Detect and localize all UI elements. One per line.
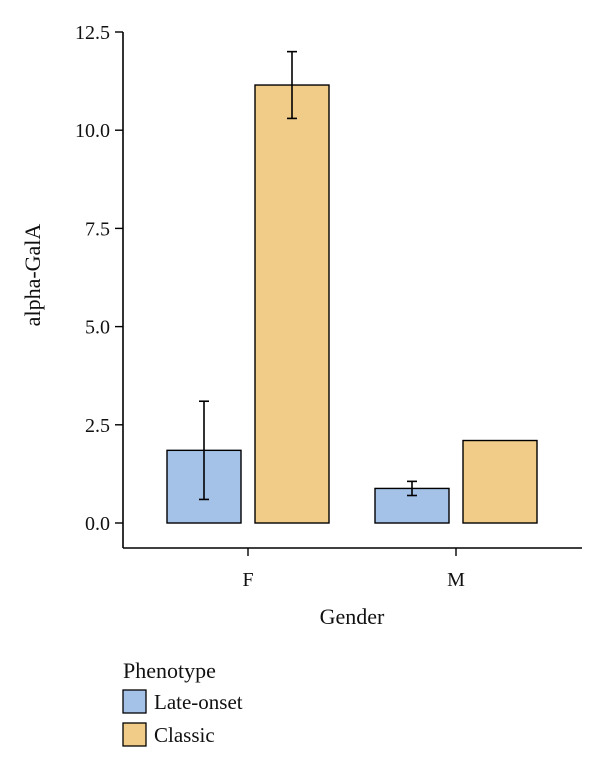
legend-title: Phenotype bbox=[123, 658, 216, 683]
y-tick-label: 0.0 bbox=[85, 513, 110, 535]
error-bar bbox=[407, 480, 417, 497]
legend-item: Late-onset bbox=[122, 689, 243, 714]
y-tick-label: 12.5 bbox=[75, 22, 110, 44]
legend-swatch bbox=[122, 722, 147, 747]
x-axis-title: Gender bbox=[320, 604, 385, 629]
legend-label: Late-onset bbox=[154, 690, 243, 714]
legend-item: Classic bbox=[122, 722, 215, 747]
bar-classic-m bbox=[462, 439, 538, 524]
bar-classic-f bbox=[254, 84, 330, 524]
error-bars bbox=[199, 50, 417, 501]
y-axis: 0.0 2.5 5.0 7.5 10.0 12.5 bbox=[75, 22, 124, 548]
y-axis-title: alpha-GalA bbox=[20, 224, 45, 327]
y-tick-label: 10.0 bbox=[75, 120, 110, 142]
y-tick-label: 2.5 bbox=[85, 415, 110, 437]
legend: Phenotype Late-onset Classic bbox=[122, 658, 243, 747]
legend-swatch bbox=[122, 689, 147, 714]
y-tick-label: 7.5 bbox=[85, 218, 110, 240]
x-tick-label: M bbox=[447, 569, 465, 591]
y-tick-label: 5.0 bbox=[85, 317, 110, 339]
x-tick-label: F bbox=[242, 569, 253, 591]
error-bar bbox=[199, 400, 209, 501]
legend-label: Classic bbox=[154, 723, 215, 747]
bars bbox=[166, 84, 538, 524]
error-bar bbox=[287, 50, 297, 120]
